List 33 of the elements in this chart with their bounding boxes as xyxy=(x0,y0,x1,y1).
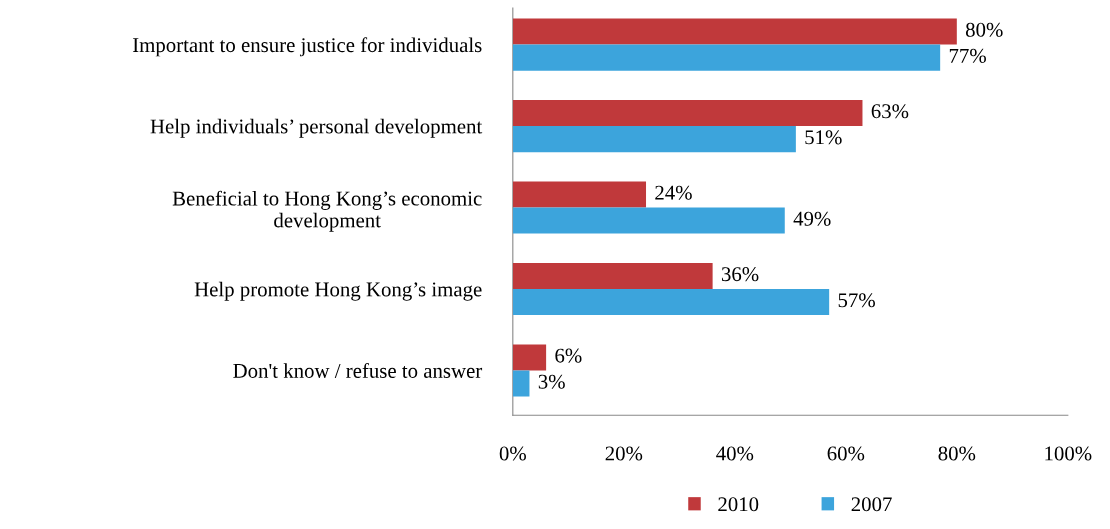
bar xyxy=(512,126,796,153)
bar xyxy=(512,207,785,234)
y-tick-label: Don't know / refuse to answer xyxy=(233,363,483,378)
data-label: 63% xyxy=(871,104,909,119)
bar xyxy=(512,181,647,208)
bar xyxy=(512,288,830,316)
bar xyxy=(512,344,547,371)
data-label: 24% xyxy=(655,185,692,200)
data-label: 6% xyxy=(555,348,582,363)
data-label: 80% xyxy=(965,22,1003,37)
legend-label: 2010 xyxy=(718,497,759,512)
data-label: 49% xyxy=(793,211,831,226)
x-tick-label: 0% xyxy=(499,446,526,461)
y-tick-label: Help promote Hong Kong’s image xyxy=(194,281,482,301)
x-tick-label: 20% xyxy=(605,446,643,461)
bar xyxy=(512,99,863,127)
y-tick-label: Help individuals’ personal development xyxy=(150,118,483,138)
y-tick-label: Beneficial to Hong Kong’s economic development xyxy=(172,190,482,232)
bar xyxy=(512,18,957,45)
x-tick-label: 80% xyxy=(938,446,976,461)
bar xyxy=(512,44,941,71)
legend-label: 2007 xyxy=(851,497,892,512)
bar xyxy=(512,370,530,397)
bar xyxy=(512,262,713,289)
data-label: 36% xyxy=(721,267,759,282)
data-label: 3% xyxy=(538,374,565,389)
data-label: 77% xyxy=(949,48,986,63)
x-tick-label: 60% xyxy=(827,446,865,461)
data-label: 57% xyxy=(838,293,875,308)
data-label: 51% xyxy=(805,130,842,145)
y-tick-label: Important to ensure justice for individuals xyxy=(132,37,482,57)
x-tick-label: 100% xyxy=(1045,446,1092,461)
x-tick-label: 40% xyxy=(716,446,754,461)
